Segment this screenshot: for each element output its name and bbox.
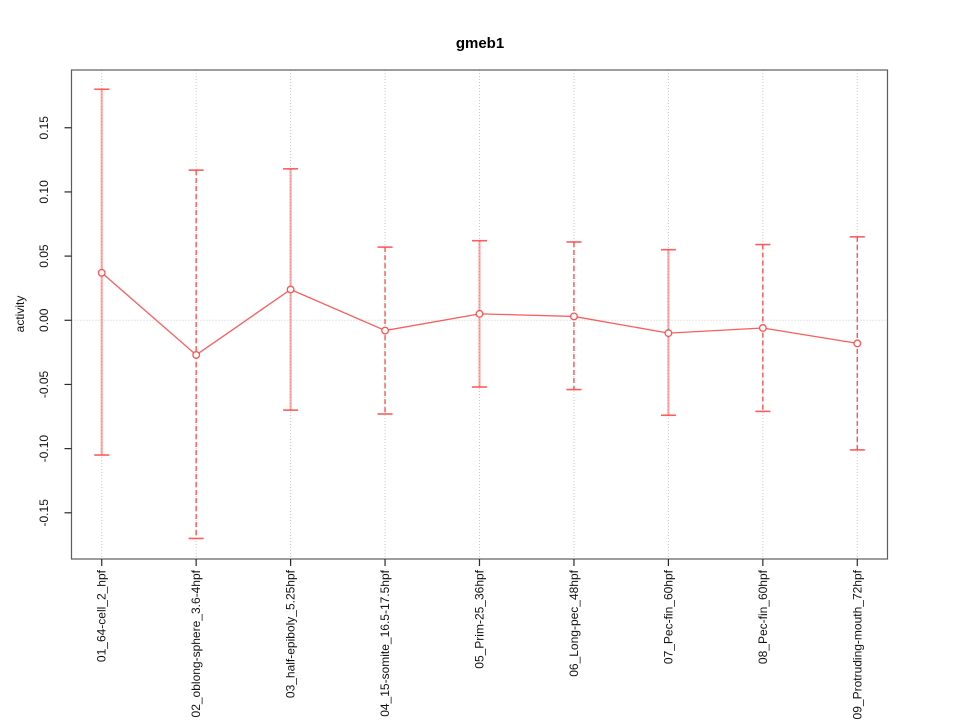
mean-point [286, 285, 295, 294]
x-tick-label: 08_Pec-fin_60hpf [756, 569, 770, 664]
y-tick-label: -0.15 [37, 499, 51, 527]
x-tick-label: 02_oblong-sphere_3.6-4hpf [189, 569, 203, 717]
mean-point [664, 329, 673, 338]
x-tick-label: 03_half-epiboly_5.25hpf [284, 569, 298, 698]
x-tick-label: 06_Long-pec_48hpf [567, 569, 581, 676]
y-axis-title: activity [13, 295, 27, 333]
x-tick-label: 04_15-somite_16.5-17.5hpf [378, 569, 392, 716]
y-tick-label: -0.10 [37, 435, 51, 463]
mean-point [475, 309, 484, 318]
y-tick-label: 0.15 [37, 116, 51, 140]
y-tick-label: 0.00 [37, 308, 51, 332]
y-tick-label: 0.05 [37, 244, 51, 268]
mean-point [97, 268, 106, 277]
x-tick-label: 07_Pec-fin_60hpf [661, 569, 675, 664]
y-tick-label: 0.10 [37, 180, 51, 204]
x-tick-label: 01_64-cell_2_hpf [95, 569, 109, 662]
mean-point [853, 339, 862, 348]
chart-title: gmeb1 [455, 35, 505, 52]
mean-point [758, 324, 767, 332]
mean-point [569, 312, 578, 321]
x-tick-label: 09_Protruding-mouth_72hpf [850, 569, 864, 719]
y-tick-label: -0.05 [37, 370, 51, 398]
mean-point [192, 350, 201, 359]
mean-point [381, 326, 390, 335]
x-tick-label: 05_Prim-25_36hpf [473, 569, 487, 668]
